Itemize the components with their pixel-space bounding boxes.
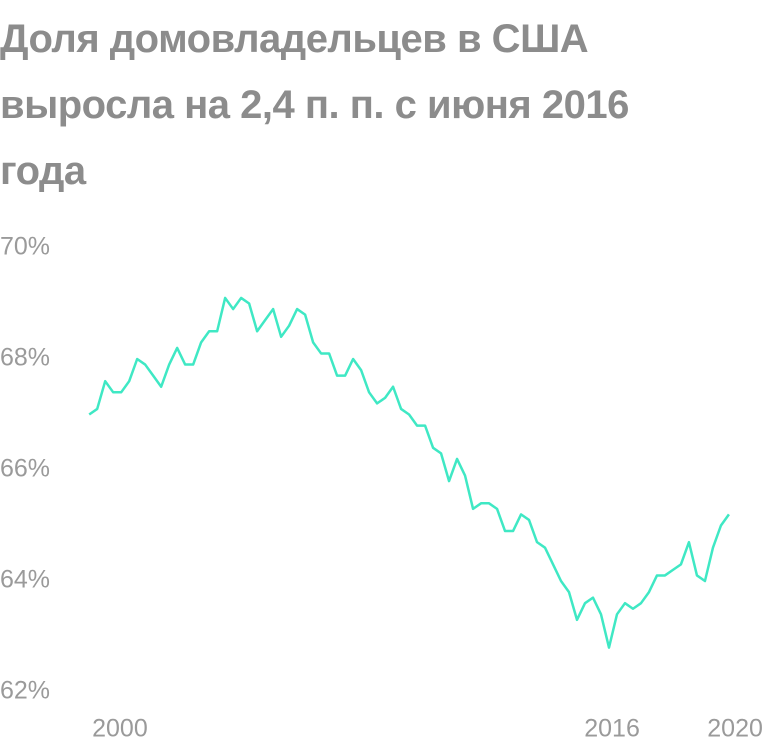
x-tick-label: 2016 (584, 715, 640, 743)
chart-title: Доля домовладельцев в США выросла на 2,4… (0, 17, 629, 193)
line-series (88, 296, 730, 649)
x-tick-label: 2000 (92, 715, 148, 743)
y-tick-label: 66% (0, 455, 50, 483)
x-tick-label: 2020 (707, 715, 763, 743)
y-tick-label: 70% (0, 233, 50, 261)
y-tick-label: 68% (0, 344, 50, 372)
y-tick-label: 62% (0, 677, 50, 705)
y-tick-label: 64% (0, 566, 50, 594)
